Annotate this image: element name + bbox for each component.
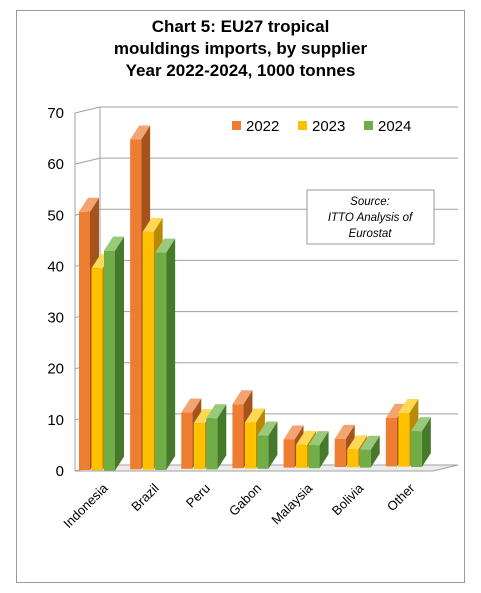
bar-side-gabon-2024 <box>268 421 278 469</box>
bar-top-gabon-2024 <box>257 421 278 436</box>
bar-top-malaysia-2023 <box>296 430 317 445</box>
bar-top-gabon-2023 <box>244 408 265 423</box>
legend-swatch-2023 <box>298 121 307 130</box>
bar-side-other-2024 <box>421 417 431 467</box>
bar-brazil-2022 <box>130 139 142 470</box>
x-tick-label-brazil: Brazil <box>128 480 162 514</box>
x-tick-label-other: Other <box>384 480 418 514</box>
x-tick-label-peru: Peru <box>183 481 213 511</box>
legend-label-2022: 2022 <box>246 118 279 135</box>
y-tick-label: 30 <box>47 310 64 327</box>
bar-top-other-2022 <box>385 403 406 418</box>
bar-top-malaysia-2024 <box>308 431 329 446</box>
bar-malaysia-2024 <box>308 445 320 469</box>
bar-bolivia-2023 <box>347 449 359 468</box>
bar-side-malaysia-2024 <box>319 431 329 469</box>
bar-side-bolivia-2024 <box>370 435 380 468</box>
chart-title: Chart 5: EU27 tropical mouldings imports… <box>16 16 465 82</box>
gridline-side <box>74 157 101 165</box>
bar-malaysia-2023 <box>296 444 308 468</box>
legend-swatch-2022 <box>232 121 241 130</box>
bar-top-peru-2022 <box>181 398 202 413</box>
chart-title-line-1: Chart 5: EU27 tropical <box>151 17 330 36</box>
bar-indonesia-2023 <box>91 268 103 471</box>
bar-top-other-2023 <box>398 399 419 413</box>
bar-top-gabon-2022 <box>232 390 253 405</box>
bar-gabon-2023 <box>244 422 256 469</box>
bar-other-2023 <box>398 413 410 467</box>
bar-peru-2022 <box>181 412 193 469</box>
y-tick-label: 40 <box>47 258 64 275</box>
bar-brazil-2023 <box>142 231 154 470</box>
y-tick-label: 20 <box>47 361 64 378</box>
bar-brazil-2024 <box>155 252 167 470</box>
bar-gabon-2024 <box>257 435 269 469</box>
bar-peru-2024 <box>206 418 218 470</box>
bar-top-other-2024 <box>410 417 431 432</box>
bar-side-indonesia-2024 <box>115 236 124 471</box>
y-tick-label: 60 <box>47 156 64 173</box>
bar-other-2024 <box>410 431 422 467</box>
bar-top-peru-2024 <box>206 404 227 419</box>
bar-top-bolivia-2023 <box>347 435 368 450</box>
x-tick-label-gabon: Gabon <box>226 481 264 519</box>
legend-swatch-2024 <box>364 121 373 130</box>
source-annotation-line-3: Eurostat <box>349 228 393 240</box>
bar-indonesia-2024 <box>104 250 115 471</box>
bar-peru-2023 <box>193 423 205 470</box>
y-tick-label: 10 <box>47 412 64 429</box>
chart-title-line-3: Year 2022-2024, 1000 tonnes <box>125 61 356 80</box>
legend-label-2024: 2024 <box>378 118 411 135</box>
bar-bolivia-2024 <box>359 449 371 468</box>
y-tick-label: 50 <box>47 207 64 224</box>
x-tick-label-indonesia: Indonesia <box>60 480 111 531</box>
y-tick-label: 0 <box>56 463 64 480</box>
bar-top-brazil-2022 <box>130 125 151 140</box>
y-tick-label: 70 <box>47 105 64 122</box>
bar-malaysia-2022 <box>283 439 295 468</box>
bar-top-brazil-2023 <box>142 217 163 232</box>
bar-top-malaysia-2022 <box>283 425 304 440</box>
source-annotation-box <box>306 189 435 245</box>
bar-top-peru-2023 <box>193 409 214 424</box>
bar-side-brazil-2024 <box>166 238 176 470</box>
bar-gabon-2022 <box>232 404 244 469</box>
legend-label-2023: 2023 <box>312 118 345 135</box>
bar-other-2022 <box>385 417 397 467</box>
bar-top-bolivia-2022 <box>334 424 355 439</box>
bar-top-indonesia-2022 <box>79 197 99 212</box>
source-annotation-line-2: ITTO Analysis of <box>328 212 414 224</box>
bar-top-brazil-2024 <box>155 238 176 253</box>
bar-indonesia-2022 <box>79 211 90 470</box>
chart-title-line-2: mouldings imports, by supplier <box>113 39 368 58</box>
gridline-side <box>74 106 101 114</box>
bar-top-indonesia-2024 <box>104 236 124 251</box>
source-annotation-line-1: Source: <box>350 196 390 208</box>
bar-bolivia-2022 <box>334 438 346 467</box>
bar-top-bolivia-2024 <box>359 435 380 450</box>
x-tick-label-bolivia: Bolivia <box>329 480 367 518</box>
x-tick-label-malaysia: Malaysia <box>268 480 315 527</box>
bar-side-peru-2024 <box>217 404 227 470</box>
